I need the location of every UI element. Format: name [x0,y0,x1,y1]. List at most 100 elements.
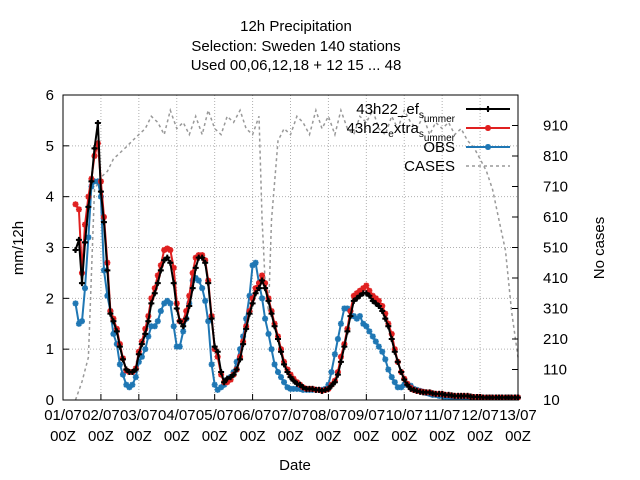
y2-tick-label: 610 [543,209,568,226]
data-point [485,144,491,150]
series-line [74,107,519,401]
series-line [74,180,518,399]
series-OBS [72,178,521,401]
data-point-dot [159,268,163,273]
data-point [116,361,123,368]
data-point [173,343,180,350]
data-point-dot [89,179,94,184]
data-point-dot [209,316,214,321]
data-point [388,330,395,337]
data-point-dot [272,324,277,329]
data-point [379,348,386,355]
data-point [363,323,370,330]
y2-tick-label: 710 [543,179,568,196]
data-point [161,247,168,254]
x-tick-label-time: 00Z [353,428,379,445]
data-point [180,318,187,325]
y2-tick-label: 210 [543,331,568,348]
data-point [369,292,376,299]
data-point [353,290,360,297]
data-point-dot [257,286,261,290]
data-point-dot [168,260,173,265]
data-point-dot [228,375,233,379]
data-point-dot [219,370,223,374]
data-point-dot [134,367,138,372]
data-point-dot [203,260,207,265]
data-point [398,384,405,391]
data-point-dot [377,304,381,308]
data-point-dot [345,329,350,334]
chart-title: 12h Precipitation Selection: Sweden 140 … [191,18,402,74]
legend-item: 43h22_efsummer [356,101,510,125]
data-point-dot [238,357,242,362]
data-point [366,287,373,294]
data-point-dot [108,311,113,316]
data-point [119,371,126,378]
data-point-dot [177,319,182,324]
data-point-dot [118,344,122,349]
x-axis-label: Date [279,457,311,474]
x-tick-label-time: 00Z [505,428,531,445]
data-point [100,267,107,274]
data-point-dot [200,255,204,260]
series-group [72,119,521,401]
data-point-dot [83,240,87,245]
y-tick-label: 6 [46,87,54,104]
data-point [151,285,158,292]
legend-label: OBS [423,139,455,156]
legend-label-part: xtra [394,120,420,137]
legend-label: 43h22_efsummer [356,101,455,125]
x-tick-label-time: 00Z [278,428,304,445]
x-tick-label-time: 00Z [240,428,266,445]
data-point [274,369,281,376]
data-point-dot [364,291,369,296]
legend-label-part: OBS [423,139,455,156]
data-point [81,221,88,228]
data-point-dot [190,286,195,290]
data-point-dot [405,382,410,387]
y2-tick-label: 310 [543,301,568,318]
data-point-dot [143,332,148,336]
y2-tick-label: 110 [543,362,567,379]
data-point [337,353,344,360]
data-point-dot [329,383,334,388]
y-axis-ticks: 0 1 2 3 4 5 6 [46,87,69,409]
x-tick-label-time: 00Z [50,428,76,445]
x-tick-label-date: 06/07 [234,407,272,424]
data-point-dot [389,337,394,341]
x-tick-label-time: 00Z [164,428,190,445]
data-point [375,297,382,304]
data-point-dot [140,342,144,346]
data-point [347,308,354,315]
y2-tick-label: 410 [543,270,568,287]
data-point [75,206,82,213]
data-point [372,295,379,302]
data-point [148,295,155,302]
data-point-dot [402,377,407,382]
legend-item: 43h22extrasummer [347,120,510,144]
data-point [189,277,196,284]
x-tick-label-date: 01/07 [44,407,82,424]
data-point [123,381,130,388]
data-point-dot [137,352,141,357]
data-point [350,313,357,320]
data-point [154,318,161,325]
data-point [388,374,395,381]
data-point [129,381,136,388]
title-line-2: Selection: Sweden 140 stations [191,38,400,55]
data-point [151,323,158,330]
data-point [249,262,256,269]
x-tick-label-date: 07/07 [272,407,310,424]
data-point-dot [111,319,116,324]
data-point-dot [146,319,151,324]
data-point [350,292,357,299]
data-point [218,384,225,391]
x-tick-label-date: 09/07 [348,407,386,424]
data-point-dot [250,301,255,306]
data-point-dot [326,387,331,391]
data-point [72,300,79,307]
data-point [167,247,174,254]
data-point-dot [288,375,293,379]
